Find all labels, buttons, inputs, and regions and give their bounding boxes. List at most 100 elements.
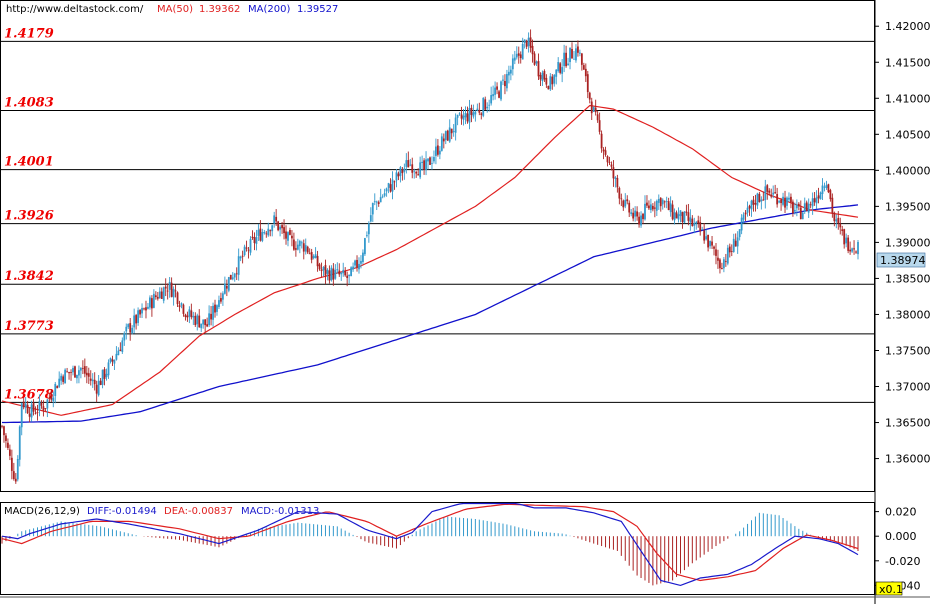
candle-body-354	[699, 222, 702, 232]
candle-body-198	[391, 179, 394, 192]
macd-params: MACD(26,12,9)	[4, 506, 80, 517]
candle-body-51	[101, 369, 104, 385]
candle-body-194	[383, 193, 386, 196]
candle-body-371	[732, 238, 735, 252]
candle-body-214	[423, 160, 425, 170]
candle-body-247	[488, 104, 491, 106]
candle-body-50	[99, 380, 102, 385]
candle-body-106	[210, 313, 212, 320]
candle-body-298	[588, 92, 591, 100]
candle-body-403	[795, 204, 798, 209]
candle-body-77	[152, 293, 155, 308]
candle-body-32	[64, 369, 67, 384]
candle-body-272	[537, 61, 540, 77]
candle-body-253	[500, 81, 502, 100]
candle-body-261	[515, 53, 518, 58]
candle-body-73	[145, 307, 147, 311]
candle-body-5	[10, 457, 13, 471]
candle-body-185	[365, 235, 368, 237]
zoom-badge[interactable]: x0.1	[879, 583, 903, 596]
candle-body-375	[740, 217, 743, 231]
candle-body-201	[397, 173, 400, 177]
candle-body-166	[328, 270, 331, 281]
candle-body-35	[70, 372, 72, 373]
candle-body-306	[604, 150, 607, 155]
candle-body-401	[792, 201, 794, 214]
candle-body-161	[318, 264, 321, 270]
candle-body-96	[190, 310, 193, 318]
candle-body-169	[334, 270, 337, 279]
candle-body-121	[239, 256, 242, 259]
candle-body-240	[474, 111, 477, 115]
candle-body-199	[393, 181, 396, 183]
candle-body-186	[367, 223, 370, 235]
candle-body-430	[849, 249, 852, 252]
candle-body-79	[156, 296, 159, 299]
level-label-2: 1.4001	[4, 155, 54, 170]
candle-body-225	[444, 131, 447, 141]
zoom-badge-bg[interactable]	[875, 581, 903, 596]
candle-body-400	[790, 196, 792, 203]
candle-body-330	[651, 205, 654, 210]
candle-body-173	[342, 269, 345, 274]
candle-body-29	[58, 378, 61, 387]
candle-body-351	[693, 223, 696, 226]
candle-body-209	[413, 170, 416, 172]
candle-body-392	[774, 192, 777, 194]
candle-body-148	[293, 239, 295, 250]
candle-body-278	[549, 76, 552, 90]
candle-body-340	[671, 204, 674, 220]
candle-body-386	[762, 199, 765, 201]
candle-body-276	[545, 77, 548, 85]
candle-body-379	[748, 205, 751, 209]
candle-body-285	[563, 52, 566, 67]
candle-body-149	[294, 248, 297, 250]
candle-body-404	[797, 203, 800, 207]
source-url[interactable]: http://www.deltastock.com/	[6, 4, 144, 15]
candle-body-68	[135, 315, 138, 324]
candle-body-263	[519, 54, 522, 59]
candle-body-227	[448, 127, 451, 142]
level-label-3: 1.3926	[4, 209, 54, 224]
candle-body-279	[551, 76, 554, 85]
candle-body-421	[831, 197, 834, 213]
candle-body-268	[529, 37, 532, 48]
candle-body-2	[5, 435, 7, 441]
candle-body-413	[815, 197, 818, 204]
candle-body-118	[233, 273, 236, 278]
candle-body-37	[74, 366, 76, 378]
candle-body-374	[738, 229, 741, 238]
candle-body-356	[703, 230, 706, 241]
candle-body-249	[492, 94, 495, 97]
candle-body-252	[498, 91, 500, 98]
candle-body-384	[758, 193, 761, 203]
macd-tick-0: 0.020	[885, 506, 917, 519]
candle-body-428	[845, 237, 848, 244]
candle-body-342	[675, 212, 678, 219]
candle-body-290	[573, 58, 575, 60]
candle-body-102	[202, 319, 205, 325]
candle-body-368	[726, 247, 729, 264]
candle-body-99	[196, 315, 199, 325]
candle-body-259	[511, 58, 514, 70]
candle-body-229	[452, 131, 455, 132]
candle-body-74	[147, 306, 149, 309]
price-axis: 1.42000 1.41500 1.41000 1.40500 1.40000 1.395…	[875, 20, 930, 466]
candle-body-189	[373, 201, 376, 203]
candle-body-323	[638, 216, 640, 225]
diff-line	[1, 502, 859, 587]
candle-body-193	[381, 196, 384, 198]
candle-body-100	[198, 315, 201, 328]
candle-body-21	[42, 406, 45, 411]
candle-body-152	[300, 242, 303, 244]
candle-body-150	[296, 244, 299, 250]
candle-body-58	[115, 353, 118, 360]
candle-body-339	[669, 203, 672, 213]
candle-body-167	[330, 267, 333, 281]
candle-body-414	[817, 195, 820, 199]
candle-body-361	[713, 246, 715, 249]
ma200-line	[2, 204, 859, 424]
candle-body-158	[312, 256, 315, 259]
candle-body-273	[539, 74, 542, 80]
